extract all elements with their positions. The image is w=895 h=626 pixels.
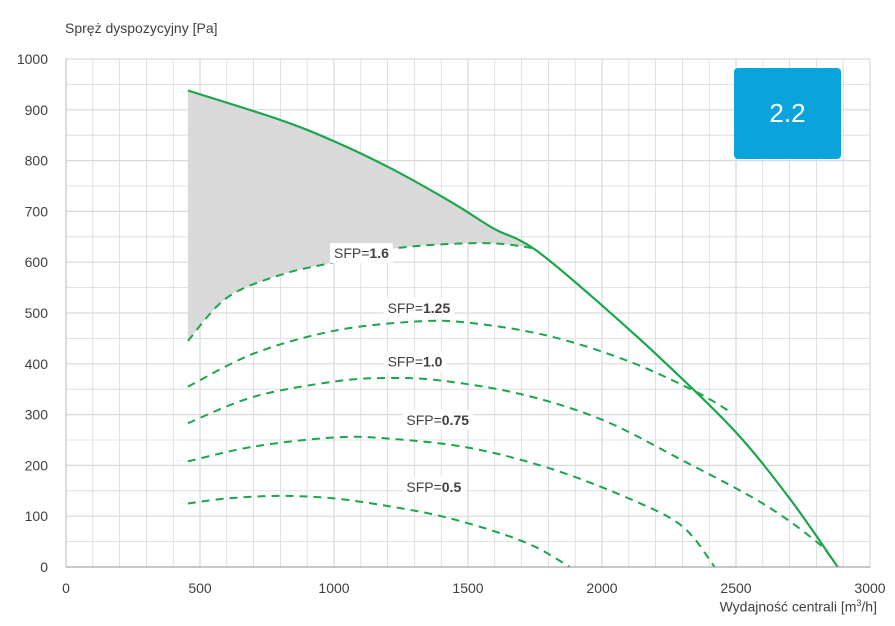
sfp-label-bg [330,243,393,264]
max-performance-curve [187,89,839,568]
sfp-label-prefix: SFP= [406,479,441,495]
x-tick-labels: 0 500 1000 1500 2000 2500 3000 [62,580,886,596]
sfp-label-prefix: SFP= [388,300,423,316]
sfp-label: SFP=1.0 [383,351,447,372]
sfp-label-value: 0.5 [442,479,462,495]
x-axis-label-sup: 3 [856,598,862,608]
operating-area [187,90,535,341]
sfp-label-text: SFP=1.25 [388,300,451,316]
sfp-label-value: 1.0 [423,353,443,369]
sfp-label-prefix: SFP= [334,245,369,261]
sfp-label-bg [383,351,447,372]
sfp-label: SFP=1.6 [330,243,393,264]
y-tick-label: 600 [25,254,49,270]
x-axis-label-end: /h] [861,598,877,615]
y-tick-label: 300 [25,407,49,423]
x-tick-label: 1500 [452,580,483,596]
x-tick-label: 2000 [586,580,617,596]
x-tick-label: 0 [62,580,70,596]
x-axis-label: Wydajność centrali [m3/h] [720,598,877,615]
y-tick-labels: 0 100 200 300 400 500 600 700 800 900 1000 [17,51,48,575]
sfp-label-bg [383,298,455,318]
sfp-label: SFP=1.25 [383,298,455,318]
y-axis-label: Spręż dyspozycyjny [Pa] [65,20,218,36]
y-tick-label: 200 [25,457,49,473]
sfp-curve [187,435,716,568]
y-tick-label: 800 [25,153,49,169]
x-tick-label: 500 [188,580,212,596]
y-tick-label: 1000 [17,51,48,67]
sfp-label-text: SFP=1.0 [388,353,443,369]
sfp-label-bg [402,409,474,430]
sfp-label-prefix: SFP= [406,412,441,428]
y-tick-label: 500 [25,305,49,321]
sfp-curve [187,494,571,568]
model-badge: 2.2 [734,68,841,159]
sfp-label-text: SFP=1.6 [334,245,389,261]
sfp-label-value: 1.6 [369,245,389,261]
y-tick-label: 900 [25,102,49,118]
x-axis-label-main: Wydajność centrali [m [719,598,857,615]
sfp-label-text: SFP=0.75 [406,412,469,428]
sfp-label-text: SFP=0.5 [406,479,461,495]
sfp-curve [187,319,732,413]
sfp-label: SFP=0.75 [402,409,474,430]
y-tick-label: 400 [25,356,49,372]
x-tick-label: 1000 [318,580,349,596]
y-tick-label: 700 [25,203,49,219]
y-tick-label: 100 [25,508,49,524]
axes [65,59,870,568]
y-tick-label: 0 [40,559,48,575]
x-tick-label: 3000 [854,580,885,596]
sfp-curve [187,376,834,561]
sfp-label: SFP=0.5 [402,476,466,497]
sfp-label-value: 1.25 [423,300,450,316]
sfp-label-prefix: SFP= [388,353,423,369]
sfp-label-value: 0.75 [442,412,469,428]
x-tick-label: 2500 [720,580,751,596]
sfp-label-bg [402,476,466,497]
